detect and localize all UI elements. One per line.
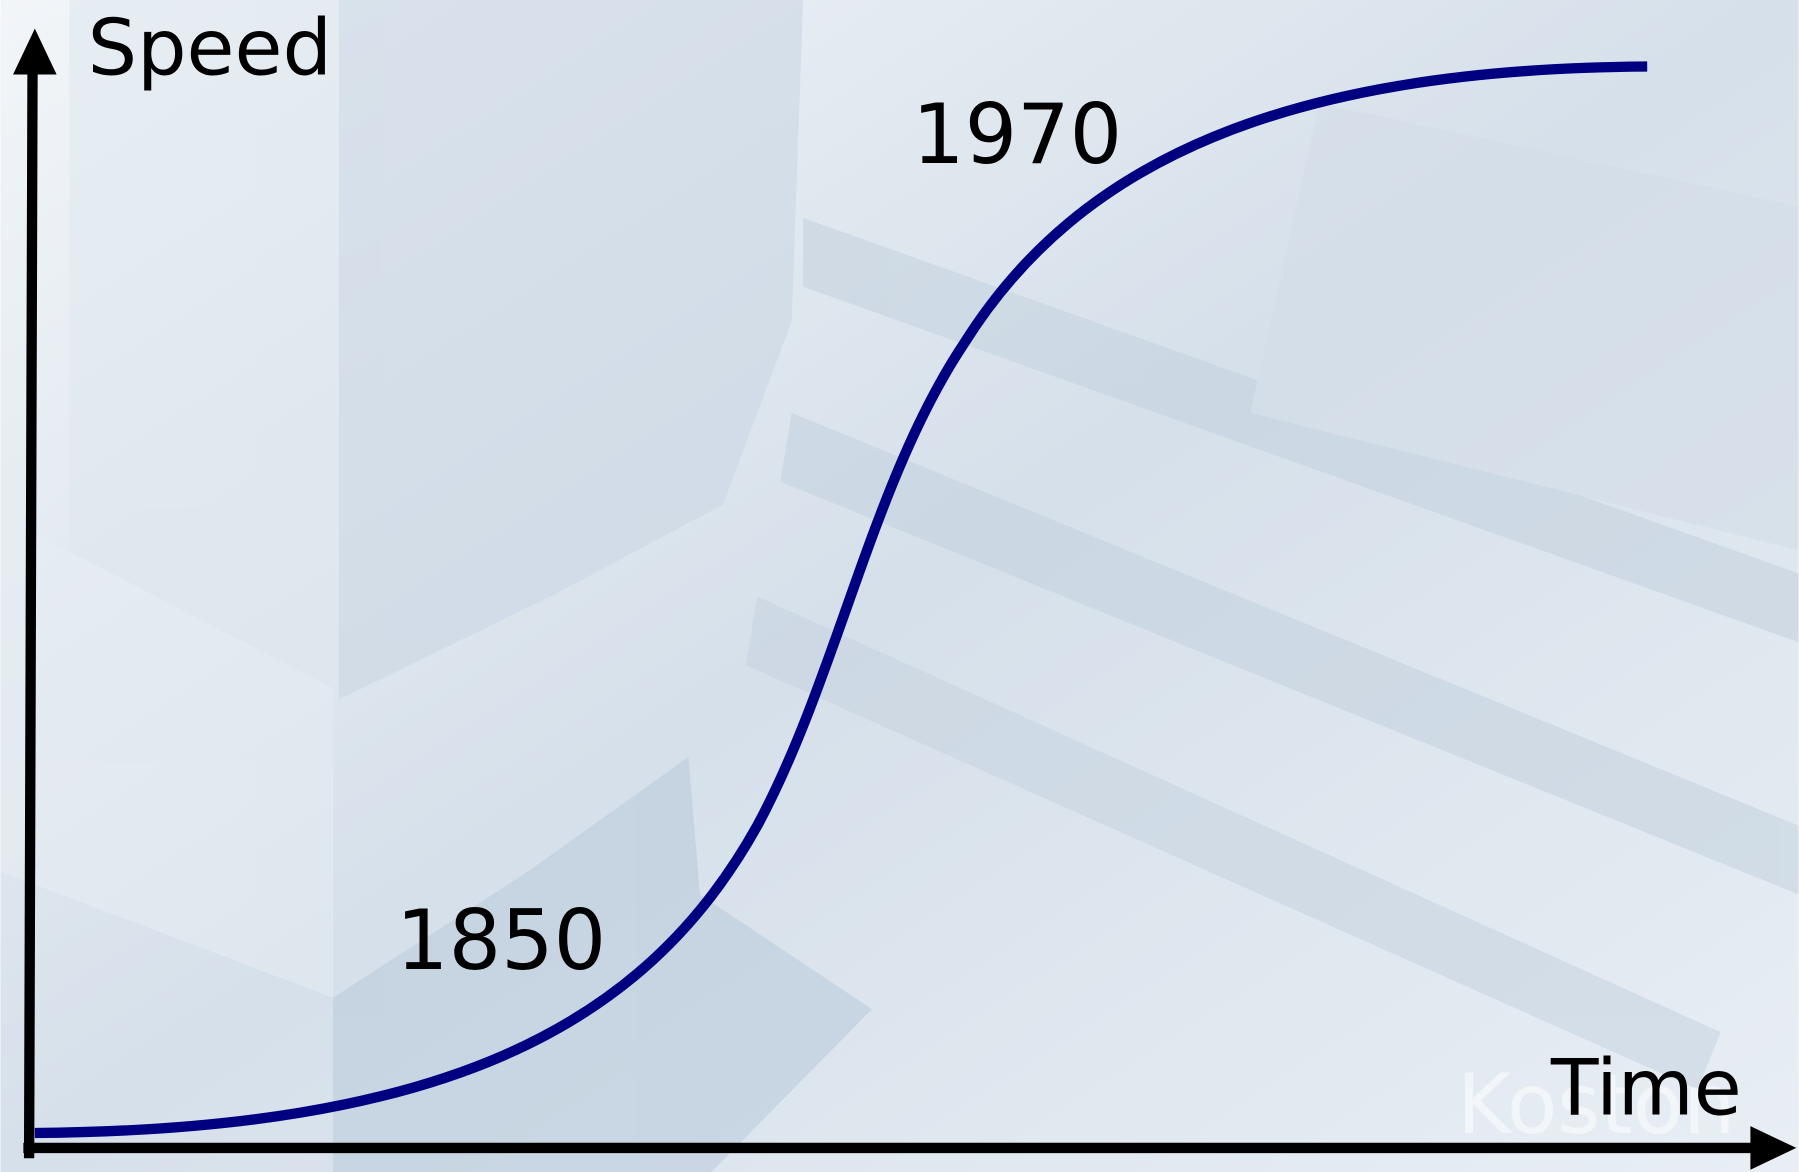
y-axis — [23, 63, 38, 1159]
watermark: Koston — [1457, 1057, 1736, 1153]
x-axis-arrow — [1750, 1126, 1797, 1170]
annotation: 1850 — [396, 893, 606, 989]
annotation: 1970 — [912, 87, 1122, 183]
y-axis-arrow — [13, 28, 57, 75]
y-axis-label: Speed — [88, 4, 332, 94]
s-curve — [34, 61, 1648, 1139]
x-axis-label: Time — [1550, 1044, 1742, 1134]
